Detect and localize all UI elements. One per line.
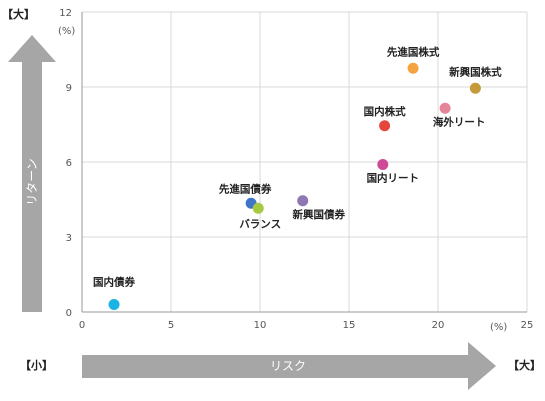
data-points	[108, 62, 481, 310]
data-point	[439, 102, 451, 114]
point-label: 先進国債券	[219, 182, 272, 195]
y-axis-arrow	[8, 35, 56, 312]
point-label: 先進国株式	[387, 45, 440, 58]
x-axis-label: リスク	[270, 359, 306, 373]
point-label: 新興国株式	[449, 65, 502, 78]
x-tick-label: 25	[521, 320, 534, 331]
data-point	[379, 120, 391, 132]
data-point	[108, 299, 120, 310]
x-tick-label: 5	[168, 320, 174, 331]
data-point	[407, 62, 419, 74]
x-tick-label: 15	[343, 320, 356, 331]
y-high-label: 【大】	[2, 7, 35, 21]
data-point	[252, 202, 264, 214]
y-tick-label: 9	[66, 83, 72, 94]
y-unit-label: (%)	[58, 26, 75, 37]
x-high-label: 【大】	[508, 358, 541, 372]
x-tick-label: 0	[79, 320, 85, 331]
tick-labels: 0 5 10 15 20 25 0 3 6 9 12	[59, 8, 533, 331]
x-tick-label: 20	[432, 320, 445, 331]
gridlines	[81, 11, 528, 313]
y-tick-label: 12	[59, 8, 72, 19]
point-label: 新興国債券	[292, 208, 345, 221]
data-point	[469, 82, 481, 94]
point-label: バランス	[239, 218, 281, 230]
point-label: 海外リート	[433, 115, 486, 128]
x-axis-arrow	[82, 342, 496, 390]
x-unit-label: (%)	[490, 322, 507, 333]
y-tick-label: 6	[66, 158, 72, 169]
x-low-label: 【小】	[20, 358, 53, 372]
y-tick-label: 3	[66, 233, 72, 244]
point-label: 国内債券	[93, 276, 135, 289]
point-label: 国内リート	[367, 172, 420, 185]
y-axis-label: リターン	[25, 158, 39, 205]
y-tick-label: 0	[66, 308, 72, 319]
data-point	[377, 159, 389, 170]
point-label: 国内株式	[364, 105, 406, 118]
data-point	[297, 195, 309, 207]
x-tick-label: 10	[254, 320, 267, 331]
